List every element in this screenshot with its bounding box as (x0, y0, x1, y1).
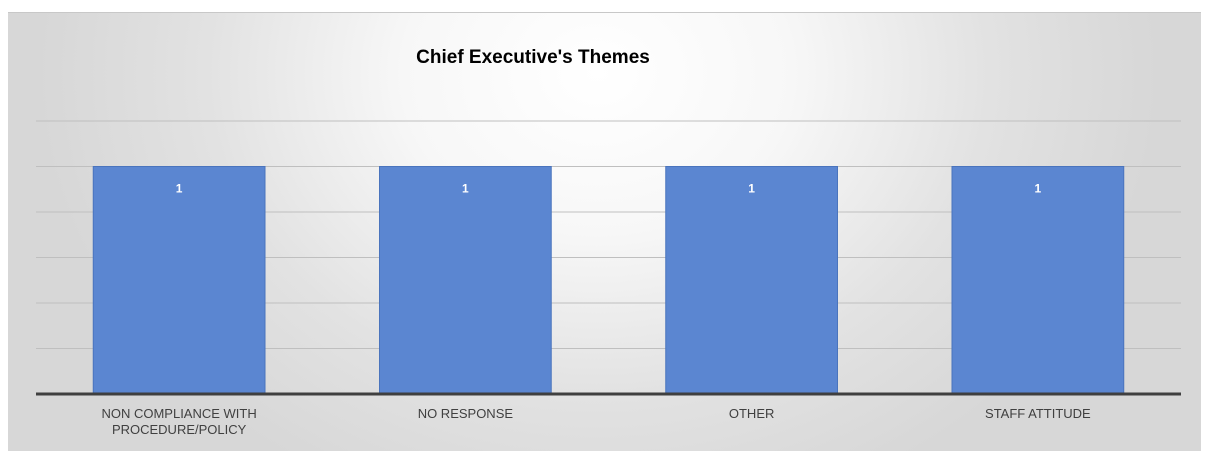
bar-value-label-1: 1 (176, 182, 183, 196)
bar-4 (951, 166, 1125, 395)
x-tick-label-line: OTHER (729, 406, 775, 421)
bars (92, 166, 1125, 395)
bar-1 (92, 166, 266, 395)
x-tick-label-line: NON COMPLIANCE WITH (101, 406, 256, 421)
bar-value-label-2: 1 (462, 182, 469, 196)
bar-value-label-4: 1 (1035, 182, 1042, 196)
x-tick-label-line: STAFF ATTITUDE (985, 406, 1091, 421)
x-tick-label-2: NO RESPONSE (418, 406, 514, 421)
x-axis-tick-labels: NON COMPLIANCE WITH PROCEDURE/POLICY NO RE… (101, 406, 1091, 437)
x-tick-label-line: NO RESPONSE (418, 406, 514, 421)
bar-3 (665, 166, 838, 395)
bar-labels: 1 1 1 1 (176, 182, 1042, 196)
x-tick-label-4: STAFF ATTITUDE (985, 406, 1091, 421)
x-tick-label-line: PROCEDURE/POLICY (112, 422, 247, 437)
bar-value-label-3: 1 (748, 182, 755, 196)
bar-2 (379, 166, 552, 395)
x-tick-label-1: NON COMPLIANCE WITH PROCEDURE/POLICY (101, 406, 256, 437)
chart-title: Chief Executive's Themes (416, 47, 650, 68)
x-tick-label-3: OTHER (729, 406, 775, 421)
